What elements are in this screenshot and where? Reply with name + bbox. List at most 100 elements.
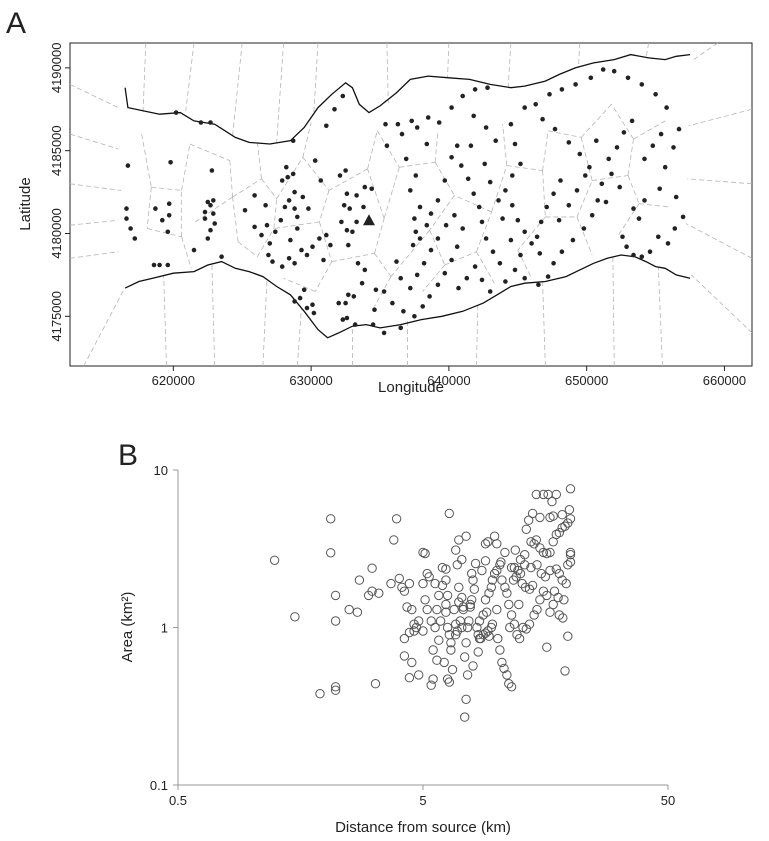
sample-point	[295, 214, 300, 220]
sample-point	[479, 277, 485, 283]
voronoi-edge	[262, 278, 268, 367]
voronoi-edge	[633, 120, 666, 140]
scatter-point	[461, 694, 471, 704]
sample-point	[252, 224, 257, 230]
sample-point	[456, 285, 461, 291]
sample-point	[493, 138, 499, 143]
scatter-point	[510, 545, 520, 555]
y-tick-label: 4175000	[49, 291, 64, 342]
voronoi-edge	[506, 165, 543, 171]
sample-point	[471, 113, 477, 119]
voronoi-edge	[429, 230, 446, 266]
voronoi-edge	[542, 130, 549, 171]
sample-point	[472, 264, 478, 269]
scatter-point	[557, 510, 567, 520]
y-tick-label: 4185000	[49, 125, 64, 176]
sample-point	[324, 232, 329, 238]
sample-point	[208, 120, 213, 125]
scatter-point	[535, 512, 545, 523]
voronoi-edge	[142, 42, 147, 113]
scatter-point	[543, 489, 553, 500]
sample-point	[414, 272, 420, 278]
scatter-point	[545, 547, 555, 558]
sample-point	[583, 173, 588, 178]
scatter-point	[489, 531, 500, 541]
voronoi-edge	[318, 190, 330, 223]
sample-point	[577, 151, 583, 157]
sample-point	[394, 259, 399, 264]
scatter-point	[370, 679, 381, 689]
panel-a-letter: A	[6, 7, 26, 40]
voronoi-edge	[612, 256, 615, 367]
scatter-point	[435, 616, 446, 626]
sample-point	[369, 186, 375, 192]
voronoi-edge	[257, 228, 275, 257]
scatter-point	[439, 657, 449, 668]
scatter-point	[446, 645, 456, 655]
scatter-point	[422, 604, 432, 615]
sample-point	[427, 294, 432, 299]
sample-point	[292, 189, 297, 195]
sample-point	[300, 194, 306, 200]
scatter-point	[455, 616, 465, 626]
sample-point	[449, 155, 454, 160]
scatter-point	[462, 622, 473, 633]
scatter-point	[404, 627, 415, 638]
voronoi-edge	[69, 183, 122, 191]
sample-point	[483, 125, 489, 130]
voronoi-edge	[69, 219, 119, 226]
sample-point	[551, 261, 556, 266]
sample-point	[346, 292, 351, 298]
scatter-point	[468, 575, 478, 585]
sample-point	[355, 261, 361, 266]
sample-point	[205, 236, 211, 241]
scatter-point	[399, 633, 410, 644]
sample-point	[160, 217, 165, 223]
sample-point	[395, 121, 401, 127]
sample-point	[125, 163, 131, 168]
voronoi-edge	[185, 42, 195, 111]
scatter-point	[477, 565, 487, 576]
scatter-point	[480, 556, 491, 566]
sample-point	[408, 285, 413, 291]
sample-point	[658, 131, 664, 137]
sample-point	[609, 171, 614, 177]
scatter-point	[542, 642, 552, 652]
sample-point	[510, 173, 515, 178]
scatter-point	[374, 588, 384, 598]
scatter-point	[540, 572, 551, 582]
scatter-point	[414, 670, 424, 680]
x-tick-label: 630000	[289, 373, 332, 388]
sample-point	[312, 158, 318, 163]
sample-point	[292, 261, 297, 266]
sample-point	[408, 188, 413, 193]
sample-point	[337, 173, 343, 178]
sample-point	[487, 179, 493, 185]
sample-point	[398, 275, 404, 281]
sample-point	[301, 287, 307, 293]
scatter-point	[430, 578, 440, 589]
sample-point	[435, 236, 441, 241]
scatter-point	[404, 578, 415, 589]
scatter-point	[509, 562, 520, 573]
sample-point	[362, 267, 368, 273]
scatter-point	[442, 674, 453, 684]
scatter-point	[502, 588, 512, 598]
scatter-point	[493, 633, 503, 644]
sample-point	[566, 203, 572, 208]
sample-point	[497, 261, 503, 266]
voronoi-edge	[386, 42, 389, 103]
x-tick-label: 640000	[427, 373, 470, 388]
sample-point	[311, 310, 317, 316]
sample-point	[295, 226, 300, 231]
sample-point	[359, 280, 365, 286]
scatter-point	[531, 535, 541, 545]
sample-point	[151, 262, 157, 268]
sample-point	[452, 213, 457, 218]
sample-point	[219, 254, 224, 259]
scatter-point	[531, 489, 541, 500]
sample-point	[278, 217, 284, 223]
voronoi-edge	[383, 167, 400, 219]
scatter-point	[563, 560, 573, 570]
sample-point	[208, 203, 213, 208]
